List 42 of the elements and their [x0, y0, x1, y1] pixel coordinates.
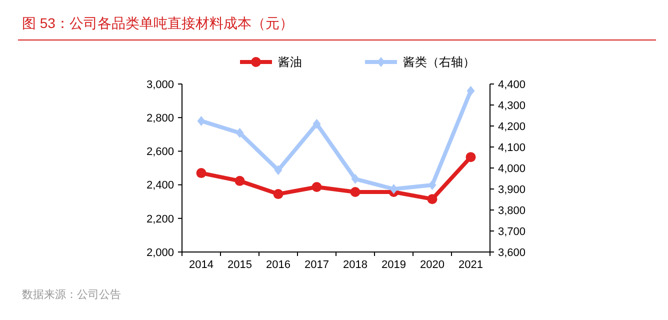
y2-tick-label: 3,800 — [498, 204, 526, 217]
point — [274, 165, 282, 176]
x-tick-label: 2021 — [458, 259, 483, 271]
legend-label: 酱油 — [278, 55, 302, 70]
point — [428, 180, 436, 190]
y2-tick-label: 4,100 — [498, 142, 526, 154]
point — [427, 194, 438, 204]
y-tick-label: 2,200 — [146, 213, 174, 226]
y2-tick-label: 4,000 — [498, 162, 526, 175]
point — [197, 116, 206, 126]
point — [351, 174, 360, 184]
x-tick-label: 2014 — [189, 259, 214, 271]
point — [390, 184, 398, 194]
y2-tick-label: 3,900 — [498, 184, 526, 196]
y-tick-label: 3,000 — [146, 78, 174, 91]
point — [234, 176, 245, 186]
point — [350, 187, 360, 198]
x-tick-label: 2017 — [304, 259, 329, 271]
y-tick-label: 2,600 — [146, 146, 174, 158]
y2-tick-label: 3,600 — [498, 246, 526, 259]
point — [466, 86, 475, 96]
point — [312, 118, 321, 129]
y-tick-label: 2,000 — [146, 246, 174, 259]
chart-title: 图 53：公司各品类单吨直接材料成本（元） — [22, 15, 294, 31]
x-tick-label: 2015 — [228, 259, 252, 271]
y2-tick-label: 4,300 — [498, 100, 526, 112]
y-tick-label: 2,400 — [146, 180, 174, 192]
y-tick-label: 2,800 — [146, 112, 174, 124]
y2-tick-label: 3,700 — [498, 226, 526, 238]
point — [466, 152, 476, 162]
y2-tick-label: 4,400 — [498, 78, 526, 91]
x-tick-label: 2018 — [343, 259, 368, 271]
point — [273, 189, 284, 200]
x-tick-label: 2019 — [382, 259, 406, 271]
legend-label: 酱类（右轴） — [403, 55, 475, 70]
point — [312, 182, 322, 192]
x-tick-label: 2016 — [266, 259, 290, 271]
source-note: 数据来源：公司公告 — [22, 288, 121, 301]
point — [196, 168, 206, 178]
point — [236, 128, 244, 138]
x-tick-label: 2020 — [420, 259, 444, 271]
y2-tick-label: 4,200 — [498, 120, 526, 133]
